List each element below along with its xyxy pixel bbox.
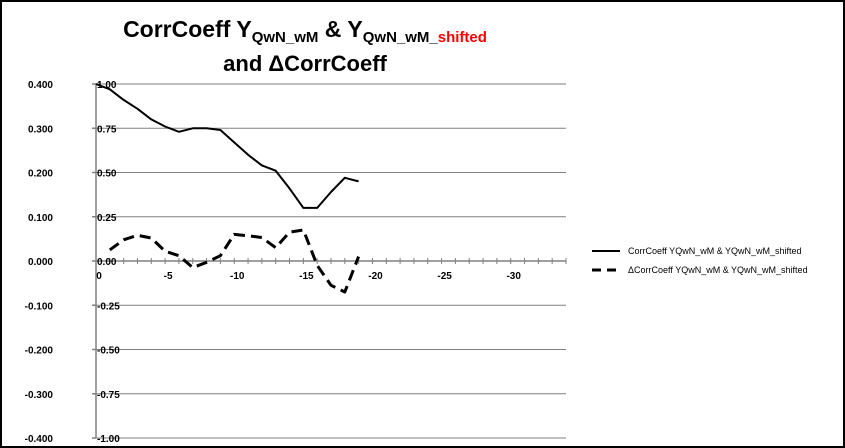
y-left-tick-label-2: 0.200 [28,169,53,180]
title-part-2: & Y [318,16,363,42]
y-left-tick-label-7: -0.300 [25,390,54,401]
y-left-tick-label-1: 0.300 [28,124,53,135]
title-subscript-shifted: shifted [437,29,487,46]
title-part-1: CorrCoeff Y [123,16,252,42]
series-line-0 [95,83,359,209]
y-right-tick-label-0: 1.00 [97,80,117,91]
legend-label-0: CorrCoeff YQwN_wM & YQwN_wM_shifted [628,246,802,256]
y-left-tick-label-4: 0.000 [28,257,53,268]
y-right-tick-label-6: -0.50 [97,346,120,357]
y-right-tick-label-4: 0.00 [97,257,117,268]
x-tick-label-3: -15 [299,271,314,282]
y-right-tick-label-7: -0.75 [97,390,120,401]
x-tick-label-5: -25 [437,271,452,282]
y-left-tick-label-6: -0.200 [25,346,54,357]
y-right-tick-label-3: 0.25 [97,213,117,224]
title-subscript-2a: QwN_wM_ [362,29,438,46]
title-subscript-1: QwN_wM [251,29,319,46]
x-tick-label-0: 0 [96,271,102,282]
x-tick-label-2: -10 [230,271,245,282]
title-subscript-2: QwN_wM_shifted [363,29,487,46]
y-left-tick-label-3: 0.100 [28,213,53,224]
y-right-tick-label-2: 0.50 [97,169,117,180]
y-right-tick-label-1: 0.75 [97,124,117,135]
chart-title-line-2: and ΔCorrCoeff [223,51,387,76]
chart-title-line-1: CorrCoeff YQwN_wM & YQwN_wM_shifted [100,16,510,51]
y-left-tick-label-5: -0.100 [25,301,54,312]
x-tick-label-4: -20 [368,271,383,282]
y-right-tick-label-8: -1.00 [97,434,120,445]
legend-label-1: ΔCorrCoeff YQwN_wM & YQwN_wM_shifted [628,265,808,275]
x-tick-label-6: -30 [506,271,521,282]
y-right-tick-label-5: -0.25 [97,301,120,312]
series-line-1 [108,228,360,294]
y-left-tick-label-8: -0.400 [25,434,54,445]
chart-title: CorrCoeff YQwN_wM & YQwN_wM_shifted and … [100,16,510,77]
x-tick-label-1: -5 [164,271,173,282]
y-left-tick-label-0: 0.400 [28,80,53,91]
